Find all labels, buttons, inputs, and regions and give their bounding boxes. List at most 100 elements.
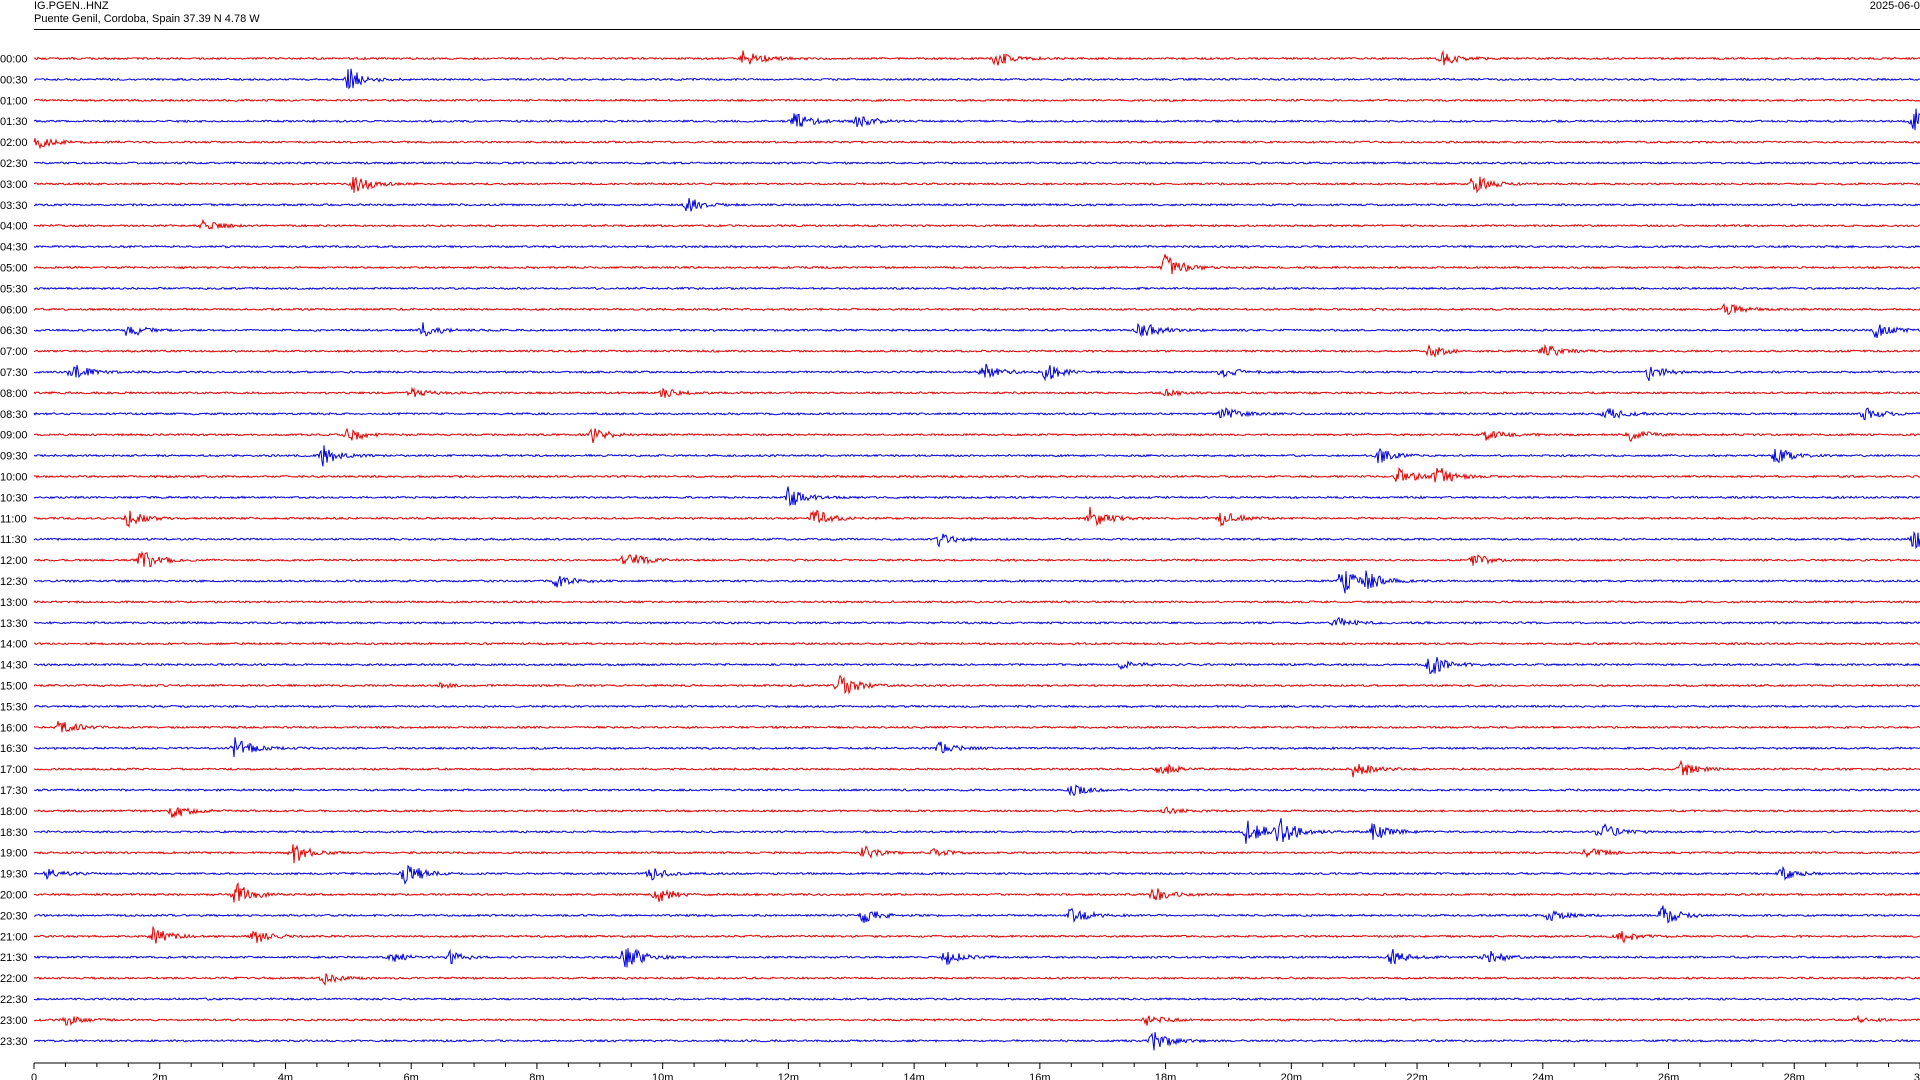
- row-label: 15:30: [0, 701, 28, 713]
- row-label: 19:30: [0, 869, 28, 881]
- x-tick-label: 30: [1914, 1072, 1920, 1080]
- row-label: 03:00: [0, 179, 28, 191]
- row-label: 10:00: [0, 472, 28, 484]
- trace-0400: [33, 218, 1920, 230]
- row-label: 17:30: [0, 785, 28, 797]
- trace-0630: [33, 322, 1920, 339]
- trace-0330: [33, 198, 1920, 212]
- row-label: 06:30: [0, 325, 28, 337]
- trace-2200: [33, 973, 1920, 986]
- x-tick-label: 26m: [1658, 1072, 1679, 1080]
- trace-1300: [33, 599, 1920, 604]
- row-label: 20:30: [0, 910, 28, 922]
- trace-0800: [33, 386, 1920, 398]
- trace-2300: [33, 1014, 1920, 1026]
- row-label: 21:30: [0, 952, 28, 964]
- trace-1030: [33, 486, 1920, 507]
- row-label: 15:00: [0, 681, 28, 693]
- row-label: 04:30: [0, 242, 28, 254]
- trace-0530: [33, 286, 1920, 291]
- row-label: 05:30: [0, 283, 28, 295]
- trace-1930: [33, 864, 1920, 886]
- trace-0430: [33, 244, 1920, 249]
- trace-1600: [33, 721, 1920, 733]
- row-label: 03:30: [0, 200, 28, 212]
- x-tick-label: 6m: [404, 1072, 419, 1080]
- row-label: 18:30: [0, 827, 28, 839]
- row-label: 08:00: [0, 388, 28, 400]
- trace-2000: [33, 881, 1920, 903]
- row-label: 12:30: [0, 576, 28, 588]
- row-label: 11:30: [0, 534, 27, 546]
- trace-0700: [33, 343, 1920, 359]
- station-code: IG.PGEN..HNZ: [34, 0, 109, 12]
- row-label: 20:00: [0, 890, 28, 902]
- trace-1700: [34, 759, 1920, 778]
- trace-0030: [33, 68, 1920, 90]
- x-tick-label: 8m: [529, 1072, 544, 1080]
- trace-2230: [34, 996, 1920, 1002]
- row-label: 01:00: [0, 95, 28, 107]
- trace-2100: [33, 925, 1920, 944]
- trace-1830: [33, 818, 1920, 844]
- x-tick-label: 18m: [1155, 1072, 1176, 1080]
- record-date: 2025-06-08: [1869, 0, 1920, 12]
- trace-0830: [33, 407, 1920, 421]
- x-tick-label: 0: [31, 1072, 37, 1080]
- x-tick-label: 2m: [152, 1072, 167, 1080]
- x-tick-label: 20m: [1281, 1072, 1302, 1080]
- trace-1130: [33, 530, 1920, 550]
- x-tick-label: 28m: [1784, 1072, 1805, 1080]
- x-tick-label: 10m: [652, 1072, 673, 1080]
- trace-0230: [33, 160, 1920, 166]
- trace-0000: [33, 49, 1920, 66]
- row-label: 05:00: [0, 263, 28, 275]
- row-label: 04:00: [0, 221, 28, 233]
- trace-0500: [33, 254, 1920, 275]
- trace-0600: [33, 302, 1920, 315]
- trace-1100: [33, 506, 1920, 529]
- trace-1430: [33, 657, 1920, 674]
- row-label: 00:30: [0, 74, 28, 86]
- row-label: 02:00: [0, 137, 28, 149]
- row-label: 11:00: [0, 513, 27, 525]
- row-label: 16:00: [0, 722, 28, 734]
- x-tick-label: 12m: [778, 1072, 799, 1080]
- x-tick-label: 16m: [1029, 1072, 1050, 1080]
- row-label: 16:30: [0, 743, 28, 755]
- row-label: 06:00: [0, 304, 28, 316]
- trace-1500: [33, 674, 1920, 695]
- row-label: 14:00: [0, 639, 28, 651]
- row-label: 18:00: [0, 806, 28, 818]
- trace-1330: [33, 616, 1920, 627]
- row-label: 22:30: [0, 994, 28, 1006]
- row-label: 12:00: [0, 555, 28, 567]
- row-label: 14:30: [0, 660, 28, 672]
- trace-0730: [33, 363, 1920, 382]
- row-label: 23:00: [0, 1015, 28, 1027]
- row-label: 07:30: [0, 367, 28, 379]
- trace-0100: [33, 98, 1920, 103]
- row-label: 23:30: [0, 1036, 28, 1048]
- trace-1730: [33, 784, 1920, 797]
- trace-1800: [33, 806, 1920, 819]
- trace-1400: [33, 641, 1920, 646]
- trace-2030: [34, 905, 1920, 924]
- row-label: 22:00: [0, 973, 28, 985]
- trace-0300: [34, 176, 1920, 194]
- row-label: 00:00: [0, 54, 28, 66]
- row-label: 08:30: [0, 409, 28, 421]
- row-label: 09:00: [0, 430, 28, 442]
- trace-1200: [33, 550, 1920, 568]
- row-label: 19:00: [0, 848, 28, 860]
- row-label: 13:00: [0, 597, 28, 609]
- x-tick-label: 14m: [903, 1072, 924, 1080]
- row-label: 07:00: [0, 346, 28, 358]
- row-label: 13:30: [0, 618, 28, 630]
- trace-1530: [33, 704, 1920, 709]
- trace-0200: [33, 137, 1920, 150]
- row-label: 02:30: [0, 158, 28, 170]
- row-label: 09:30: [0, 451, 28, 463]
- row-label: 10:30: [0, 492, 28, 504]
